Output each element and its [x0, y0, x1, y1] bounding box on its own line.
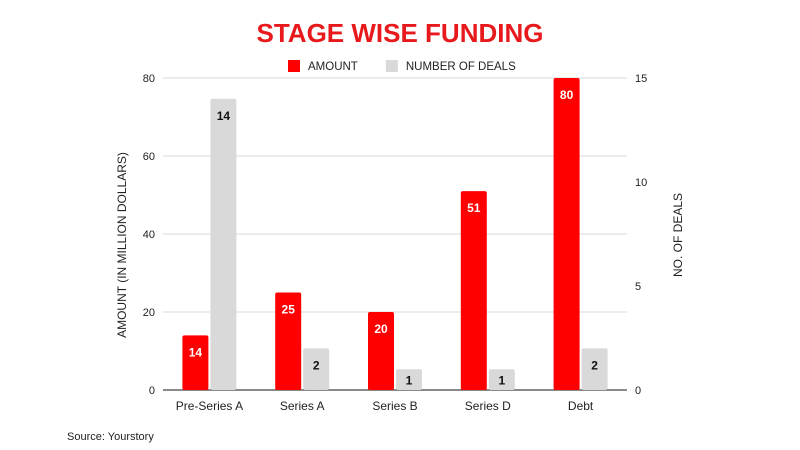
bar-amount: [553, 78, 580, 390]
data-label: 25: [282, 303, 296, 317]
y-tick-label-left: 0: [149, 385, 155, 397]
bar-deals: [210, 98, 237, 391]
y-axis-label-right: NO. OF DEALS: [671, 193, 685, 277]
y-tick-label-right: 10: [635, 177, 647, 189]
data-label: 14: [217, 109, 231, 123]
bar-amount: [275, 292, 302, 390]
data-label: 20: [374, 322, 388, 336]
bar-deals: [303, 348, 330, 390]
y-tick-label-left: 80: [143, 73, 155, 85]
bar-amount: [368, 312, 394, 390]
y-tick-label-left: 60: [143, 151, 155, 163]
bars: Pre-Series A 14 14 Series A 25 2 Series B 20 1 Se…: [176, 78, 608, 413]
bar-amount: [182, 335, 209, 390]
legend-label: NUMBER OF DEALS: [406, 61, 516, 73]
chart-title: STAGE WISE FUNDING: [257, 18, 544, 48]
data-label: 1: [406, 374, 413, 388]
data-label: 51: [467, 201, 481, 215]
legend: AMOUNT NUMBER OF DEALS: [288, 60, 516, 73]
legend-label: AMOUNT: [308, 61, 358, 73]
bar-amount: [460, 191, 487, 390]
data-label: 14: [189, 345, 203, 359]
x-tick-label: Series A: [280, 399, 325, 413]
bar-deals: [581, 348, 608, 390]
bar-deals: [488, 369, 515, 390]
grid: 0 20 40 60 80 0 5 10 15: [143, 73, 648, 397]
x-tick-label: Pre-Series A: [176, 399, 243, 413]
data-label: 80: [560, 88, 574, 102]
y-tick-label-left: 40: [143, 229, 155, 241]
x-tick-label: Series D: [465, 399, 511, 413]
y-tick-label-left: 20: [143, 307, 155, 319]
legend-swatch: [385, 60, 398, 72]
source-note: Source: Yourstory: [67, 431, 154, 443]
y-axis-label-left: AMOUNT (IN MILLION DOLLARS): [115, 152, 129, 338]
data-label: 2: [591, 358, 598, 372]
y-tick-label-right: 5: [635, 281, 641, 293]
legend-swatch: [288, 60, 300, 72]
x-tick-label: Debt: [568, 399, 594, 413]
x-tick-label: Series B: [372, 399, 417, 413]
y-tick-label-right: 15: [635, 73, 647, 85]
bar-deals: [396, 369, 422, 390]
y-tick-label-right: 0: [635, 385, 641, 397]
data-label: 1: [498, 374, 505, 388]
data-label: 2: [313, 358, 320, 372]
